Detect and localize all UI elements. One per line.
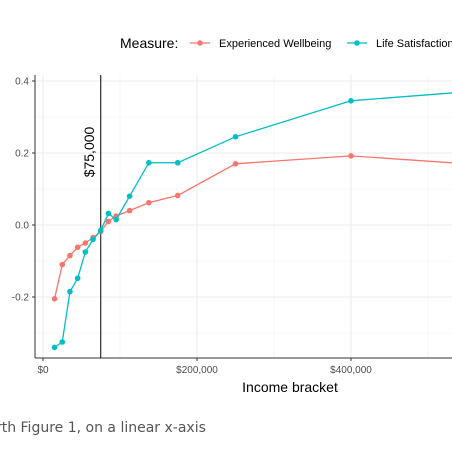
y-tick-label: 0.4: [15, 77, 29, 88]
data-point-life-satisfaction: [113, 216, 119, 223]
data-point-experienced-wellbeing: [59, 261, 66, 268]
data-point-life-satisfaction: [348, 98, 354, 104]
data-point-experienced-wellbeing: [105, 218, 112, 225]
legend-key-experienced-wellbeing: [190, 40, 210, 46]
data-point-experienced-wellbeing: [82, 240, 89, 246]
data-point-life-satisfaction: [74, 275, 81, 282]
data-point-experienced-wellbeing: [174, 192, 181, 199]
reference-line-label: $75,000: [81, 126, 97, 177]
data-point-experienced-wellbeing: [51, 296, 58, 302]
y-tick-label: 0.0: [15, 221, 29, 232]
x-tick-label: $400,000: [330, 365, 372, 376]
data-point-experienced-wellbeing: [348, 153, 354, 159]
data-point-life-satisfaction: [67, 288, 73, 295]
data-point-experienced-wellbeing: [74, 244, 81, 251]
legend-label-life-satisfaction: Life Satisfaction: [376, 38, 452, 50]
x-tick-label: $0: [37, 365, 49, 376]
data-point-life-satisfaction: [59, 339, 66, 345]
annotations: $75,000: [81, 75, 102, 358]
axes: [32, 75, 452, 361]
data-point-life-satisfaction: [97, 227, 104, 234]
data-point-experienced-wellbeing: [146, 199, 152, 206]
data-point-life-satisfaction: [232, 134, 239, 140]
x-tick-label: $200,000: [176, 365, 218, 376]
data-point-experienced-wellbeing: [67, 252, 73, 259]
data-point-life-satisfaction: [174, 159, 181, 166]
data-point-life-satisfaction: [90, 236, 96, 243]
data-point-life-satisfaction: [82, 249, 89, 255]
legend-label-experienced-wellbeing: Experienced Wellbeing: [219, 38, 331, 50]
data-point-life-satisfaction: [105, 210, 112, 217]
tick-labels: $0 $200,000 $400,000 -0.2 0.0 0.2 0.4: [12, 77, 373, 377]
data-point-life-satisfaction: [51, 344, 58, 351]
series: [51, 92, 452, 351]
data-point-experienced-wellbeing: [126, 207, 133, 214]
data-point-experienced-wellbeing: [232, 161, 239, 167]
y-tick-label: -0.2: [12, 293, 30, 304]
figure-caption-text: ingsworth Figure 1, on a linear x-axis: [0, 420, 206, 436]
x-axis-title: Income bracket: [242, 379, 338, 395]
legend: Measure: Experienced Wellbeing Life Sati…: [120, 35, 452, 51]
data-point-life-satisfaction: [146, 159, 152, 166]
data-point-life-satisfaction: [126, 193, 133, 199]
y-tick-label: 0.2: [15, 149, 29, 160]
chart: $75,000 $0 $200,000 $400,000-0.20.00.20.4 …: [12, 35, 452, 395]
legend-title: Measure:: [120, 35, 178, 51]
figure-caption: ingsworth Figure 1, on a linear x-axis: [0, 420, 452, 436]
plot-panel: [35, 75, 452, 358]
legend-key-life-satisfaction: [347, 40, 367, 46]
